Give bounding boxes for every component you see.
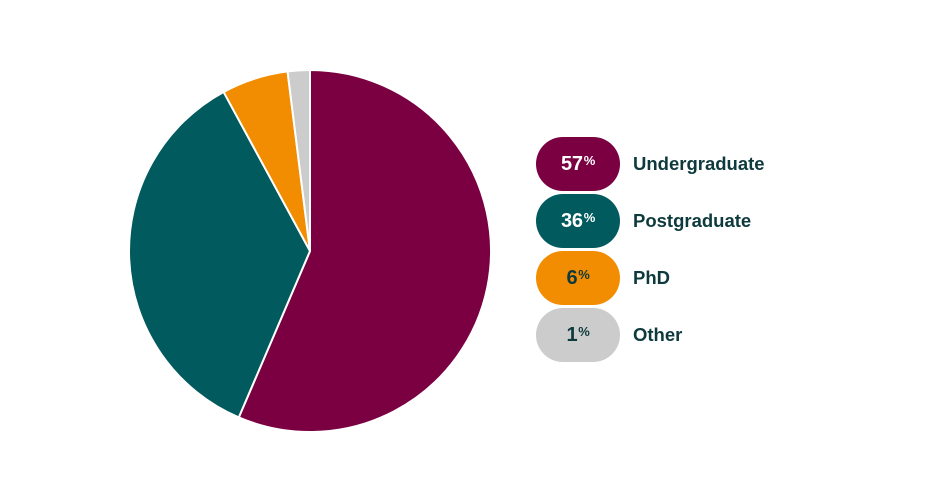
legend-percent-phd: 6 — [566, 266, 578, 289]
legend-badge-postgraduate: 36% — [536, 194, 620, 248]
legend-label-undergraduate: Undergraduate — [633, 153, 765, 174]
legend: 57% Undergraduate 36% Postgraduate 6% Ph… — [536, 137, 866, 365]
legend-badge-phd: 6% — [536, 251, 620, 305]
legend-percent-other: 1 — [566, 323, 578, 346]
legend-item-postgraduate: 36% Postgraduate — [536, 194, 866, 248]
legend-percent-postgraduate: 36 — [561, 209, 583, 232]
pie-slice-postgraduate — [128, 90, 311, 419]
legend-item-undergraduate: 57% Undergraduate — [536, 137, 866, 191]
legend-label-phd: PhD — [633, 267, 670, 288]
percent-sign: % — [578, 323, 590, 339]
legend-label-postgraduate: Postgraduate — [633, 210, 752, 231]
pie-slice-other — [286, 69, 311, 252]
percent-sign: % — [578, 266, 590, 282]
legend-label-other: Other — [633, 324, 683, 345]
legend-item-other: 1% Other — [536, 308, 866, 362]
percent-sign: % — [583, 209, 596, 225]
legend-badge-other: 1% — [536, 308, 620, 362]
pie-slice-undergraduate — [237, 69, 492, 433]
legend-badge-undergraduate: 57% — [536, 137, 620, 191]
legend-item-phd: 6% PhD — [536, 251, 866, 305]
legend-percent-undergraduate: 57 — [561, 152, 583, 175]
percent-sign: % — [583, 152, 596, 168]
